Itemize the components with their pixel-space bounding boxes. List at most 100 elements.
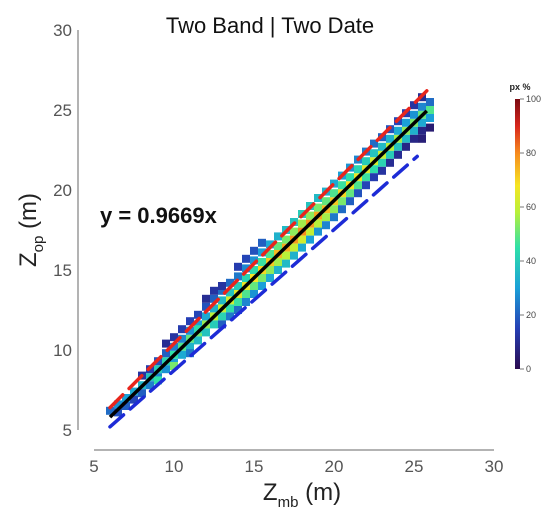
colorbar-tick-label: 80	[526, 148, 536, 158]
density-cell	[218, 286, 226, 295]
density-cell	[242, 264, 250, 273]
density-cell	[146, 381, 154, 390]
density-cell	[314, 194, 322, 202]
density-cell	[370, 173, 378, 182]
density-cell	[250, 246, 258, 255]
density-cell	[226, 304, 234, 313]
density-cell	[210, 286, 218, 295]
density-cell	[202, 328, 210, 337]
density-cell	[114, 408, 122, 417]
density-cell	[250, 256, 258, 265]
density-cell	[162, 339, 170, 348]
density-cell	[178, 334, 186, 343]
density-cell	[274, 258, 282, 266]
x-tick-label: 25	[405, 457, 424, 476]
density-cell	[282, 259, 290, 268]
density-cell	[266, 250, 274, 258]
upper-bound-line	[108, 89, 429, 410]
density-cell	[218, 296, 226, 305]
density-cell	[370, 139, 378, 148]
density-cell	[162, 349, 170, 358]
density-cell	[362, 173, 370, 182]
density-cell	[186, 342, 194, 351]
density-cell	[354, 189, 362, 198]
density-cell	[346, 189, 354, 198]
x-tick-label: 15	[245, 457, 264, 476]
density-cell	[242, 274, 250, 282]
density-cell	[250, 266, 258, 274]
colorbar-ticks: 0 20 40 60 80 100	[520, 94, 541, 374]
density-cell	[210, 320, 218, 329]
density-cell	[330, 179, 338, 188]
density-cell	[306, 211, 314, 220]
density-cell	[226, 288, 234, 297]
density-cell	[258, 248, 266, 257]
density-cell	[122, 402, 130, 410]
density-cell	[362, 157, 370, 166]
colorbar-tick-label: 100	[526, 94, 541, 104]
colorbar-tick-label: 0	[526, 364, 531, 374]
y-tick-label: 15	[53, 261, 72, 280]
density-cell	[370, 165, 378, 174]
density-cell	[186, 349, 194, 358]
density-cell	[178, 350, 186, 359]
density-cell	[298, 219, 306, 228]
density-cell	[338, 181, 346, 190]
density-cell	[218, 282, 226, 290]
density-cell	[386, 158, 394, 167]
y-tick-label: 10	[53, 341, 72, 360]
density-cell	[394, 142, 402, 151]
density-cell	[266, 274, 274, 282]
colorbar-tick-label: 40	[526, 256, 536, 266]
density-cell	[410, 110, 418, 119]
density-cell	[258, 258, 266, 266]
density-cell	[202, 312, 210, 321]
y-tick-label: 30	[53, 21, 72, 40]
density-cell	[394, 150, 402, 159]
density-cell	[290, 243, 298, 252]
x-axis-label: Zmb (m)	[263, 479, 341, 511]
axes: 5 10 15 20 25 30 5 10 15 20 25 30	[53, 21, 503, 476]
density-cell	[114, 400, 122, 409]
y-tick-label: 20	[53, 181, 72, 200]
density-cell	[322, 221, 330, 230]
colorbar-gradient	[515, 99, 520, 369]
density-cell	[298, 243, 306, 252]
density-cell	[162, 365, 170, 374]
density-cell	[266, 240, 274, 249]
density-cell	[378, 142, 386, 151]
density-cell	[314, 227, 322, 236]
density-cell	[274, 232, 282, 241]
density-cell	[234, 306, 242, 314]
density-cell	[218, 312, 226, 321]
density-cell	[138, 389, 146, 398]
lower-bound-line	[108, 154, 419, 429]
density-cell	[154, 376, 162, 385]
density-cell	[386, 134, 394, 143]
fit-lines	[108, 89, 429, 429]
density-cell	[298, 235, 306, 244]
density-cell	[378, 158, 386, 167]
x-ticks: 5 10 15 20 25 30	[89, 457, 503, 476]
density-cell	[426, 114, 434, 122]
regression-line	[108, 109, 429, 419]
density-cell	[410, 101, 418, 110]
density-cell	[266, 266, 274, 274]
density-cell	[354, 165, 362, 174]
density-cell	[210, 304, 218, 313]
density-cell	[402, 134, 410, 143]
density-cell	[234, 298, 242, 306]
density-cell	[354, 181, 362, 190]
density-cell	[402, 142, 410, 151]
density-cell	[402, 118, 410, 127]
density-cell	[170, 362, 178, 370]
density-cell	[258, 282, 266, 290]
density-cell	[258, 274, 266, 282]
density-cell	[418, 102, 426, 111]
density-cell	[194, 325, 202, 334]
density-cell	[210, 294, 218, 303]
density-cell	[130, 395, 138, 404]
chart-title: Two Band | Two Date	[166, 13, 374, 38]
density-cell	[194, 320, 202, 329]
